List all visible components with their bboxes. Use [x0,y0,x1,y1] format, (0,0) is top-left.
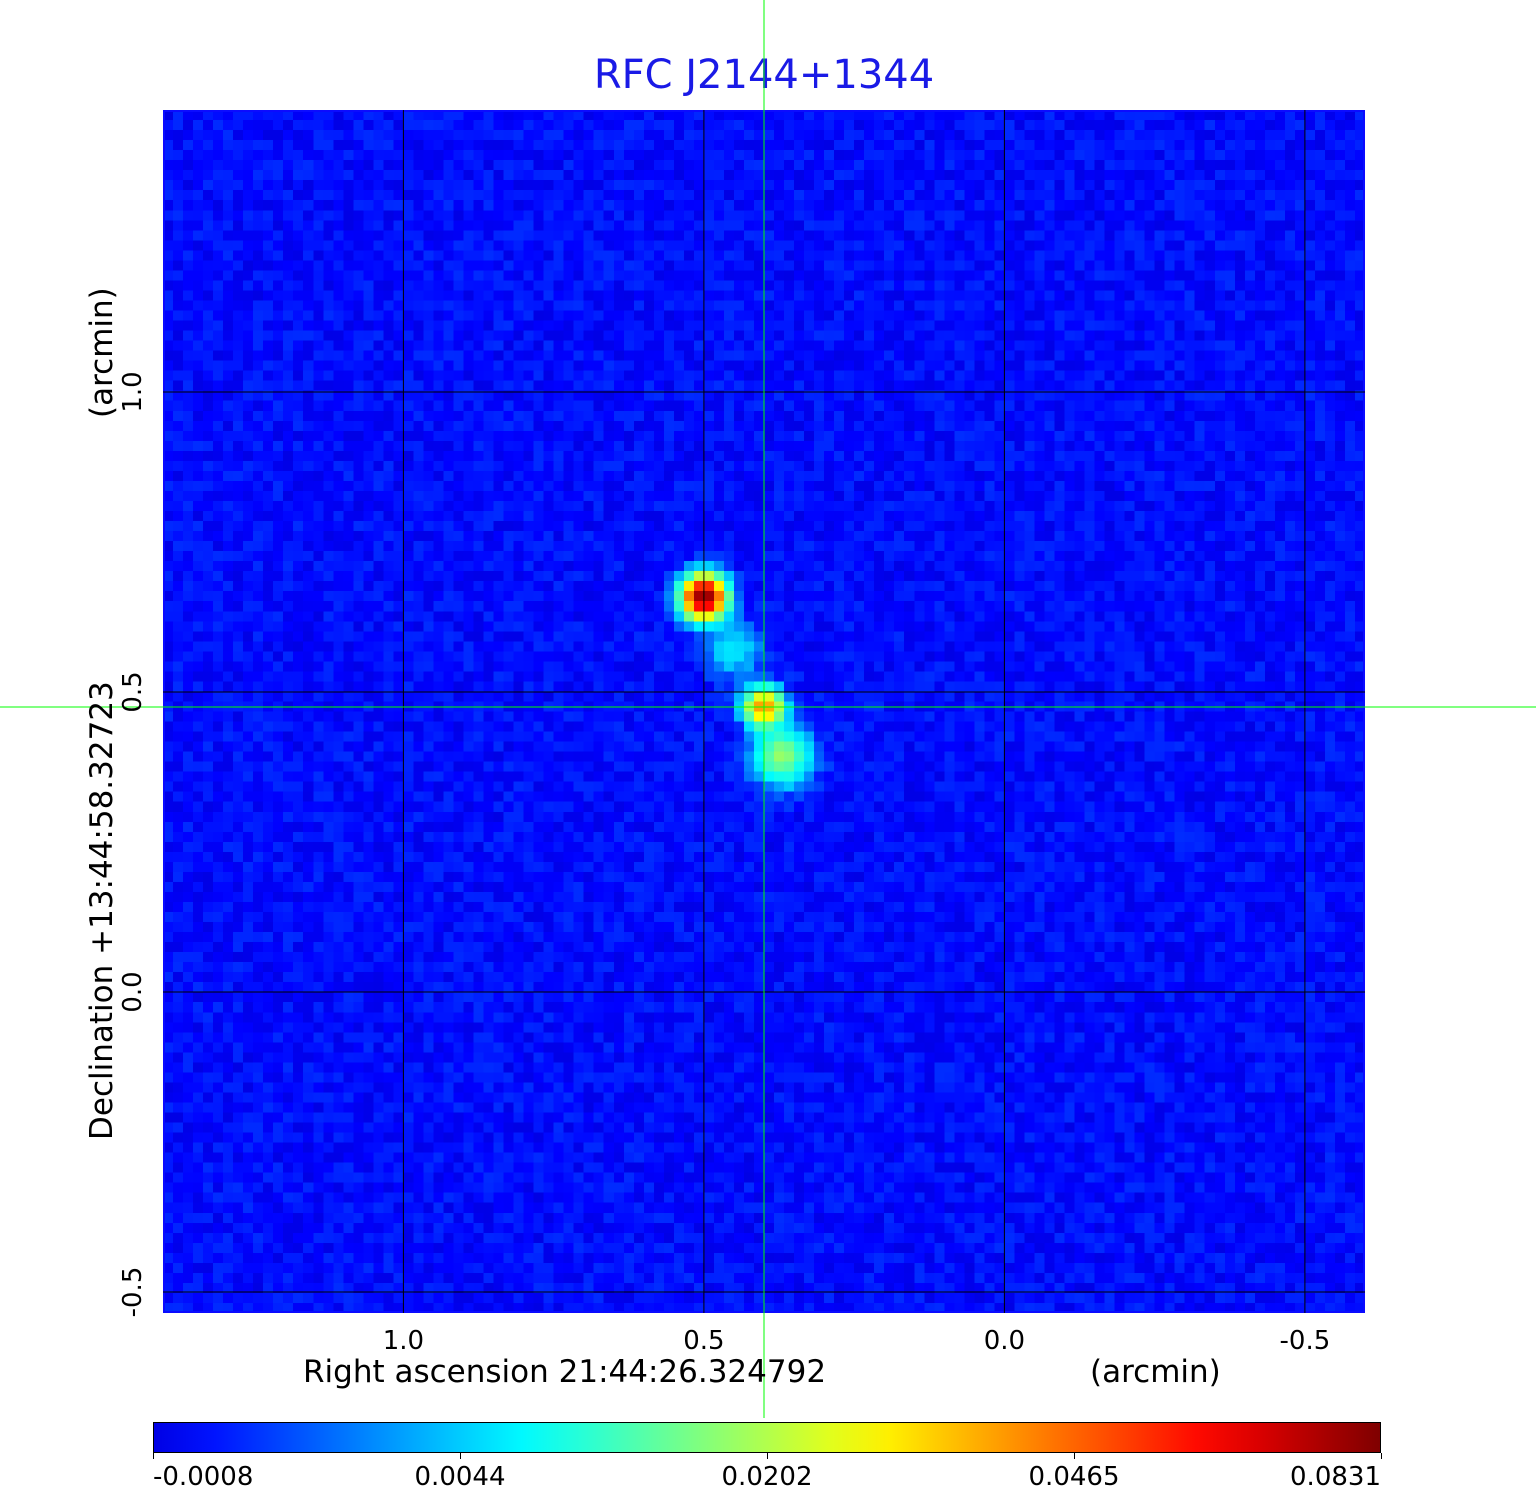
x-tick-label: 0.0 [983,1326,1026,1356]
y-axis-unit: (arcmin) [84,287,120,418]
colorbar-tick [460,1453,461,1459]
x-tick-label: 1.0 [382,1326,425,1356]
colorbar-tick-label: 0.0465 [1028,1462,1120,1492]
colorbar-tick-label: 0.0202 [721,1462,813,1492]
y-tick-label: 0.5 [118,671,148,713]
y-axis-label: Declination +13:44:58.32723 [84,681,120,1140]
x-tick-label: -0.5 [1279,1326,1331,1356]
colorbar-tick-label: 0.0044 [414,1462,506,1492]
x-axis-label: Right ascension 21:44:26.324792 [303,1354,827,1390]
x-axis-unit: (arcmin) [1090,1354,1221,1390]
y-tick-label: 0.0 [118,971,148,1013]
colorbar-tick [153,1453,154,1459]
colorbar-tick-label: -0.0008 [153,1462,254,1492]
colorbar-tick [1074,1453,1075,1459]
colorbar-tick [767,1453,768,1459]
colorbar-tick [1381,1453,1382,1459]
colorbar-tick-label: 0.0831 [1290,1462,1381,1492]
y-tick-label: -0.5 [118,1266,148,1318]
x-tick-label: 0.5 [683,1326,725,1356]
y-tick-label: 1.0 [118,371,148,413]
colorbar [153,1422,1381,1453]
